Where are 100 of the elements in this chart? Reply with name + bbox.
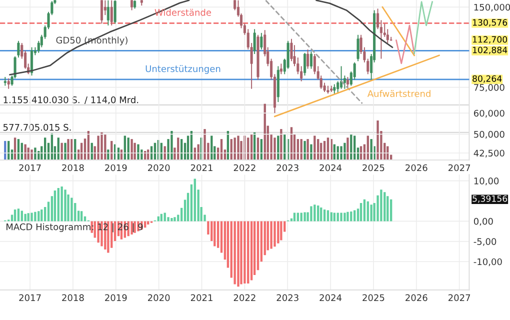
candlestick [336, 80, 340, 94]
x-tick-label: 2026 [406, 294, 428, 302]
x-tick-label: 2027 [448, 294, 470, 302]
bar [40, 209, 43, 222]
bar [24, 214, 26, 222]
bar [277, 221, 280, 244]
bar [70, 198, 73, 222]
bar [17, 208, 20, 222]
bar [310, 206, 312, 222]
bar [270, 221, 272, 249]
y-tick-label: 60,000 [474, 110, 504, 118]
candlestick [106, 0, 110, 26]
bar [164, 212, 166, 222]
x-tick-label: 2022 [234, 294, 256, 302]
bar [27, 213, 30, 222]
candlestick [310, 51, 312, 70]
x-tick-label: 2024 [320, 164, 342, 172]
x-tick-label: 2019 [105, 164, 127, 172]
bar [30, 212, 33, 222]
bar [336, 212, 339, 222]
candlestick [114, 0, 116, 24]
bar [350, 212, 352, 222]
x-tick-label: 2018 [62, 164, 84, 172]
bar [247, 221, 250, 284]
candlestick [7, 78, 10, 90]
y-tick-label: 42,500 [474, 150, 504, 158]
x-tick-label: 2023 [276, 294, 298, 302]
candlestick [306, 48, 310, 70]
x-tick-label: 2026 [406, 164, 428, 172]
candlestick [30, 46, 34, 76]
text: 5,39156 [472, 195, 508, 203]
bar [280, 221, 282, 240]
bar [340, 212, 342, 222]
x-tick-label: 2020 [148, 164, 170, 172]
bar [344, 212, 346, 222]
bar [296, 212, 299, 222]
bar [293, 212, 296, 222]
bar [244, 221, 246, 284]
x-tick-label: 2021 [190, 164, 212, 172]
candlestick [253, 28, 256, 54]
bar [317, 205, 320, 222]
bar [54, 190, 56, 222]
y2-tick-label: 577.705.015 S. [3, 124, 71, 131]
x-tick-label: 2027 [448, 164, 470, 172]
candlestick [290, 38, 293, 62]
x-tick-label: 2018 [62, 294, 84, 302]
x-tick-label: 2017 [19, 294, 41, 302]
bar [384, 192, 386, 222]
candlestick [333, 84, 336, 94]
x-tick-label: 2025 [362, 164, 384, 172]
text: 102,884 [472, 46, 508, 54]
bar [237, 221, 240, 287]
text: 130,576 [472, 19, 508, 27]
annotation: / 114,0 Mrd. [84, 96, 138, 104]
y-tick-label: -5,00 [474, 238, 496, 246]
bar [38, 211, 40, 222]
x-tick-label: 2025 [362, 294, 384, 302]
x-tick-label: 2022 [234, 164, 256, 172]
y-tick-label: 0,00 [474, 218, 493, 226]
bar [214, 221, 216, 246]
line-series [396, 24, 415, 64]
bar [14, 209, 16, 222]
bar [64, 190, 66, 222]
text: 112,700 [472, 36, 508, 44]
bar [147, 221, 150, 224]
bar [363, 199, 366, 222]
bar [20, 210, 23, 222]
bar [60, 186, 63, 222]
x-tick-label: 2020 [148, 294, 170, 302]
bar [390, 199, 392, 222]
bar [80, 211, 83, 222]
x-tick-label: 2024 [320, 294, 342, 302]
bar [300, 212, 302, 222]
bar [366, 201, 369, 222]
candlestick [260, 32, 263, 50]
series-label: Aufwärtstrend [367, 90, 430, 98]
y-tick-label: 75,000 [474, 84, 504, 92]
bar [234, 221, 236, 284]
bar [360, 203, 362, 222]
candlestick [130, 0, 134, 11]
bar [107, 221, 110, 253]
bar [304, 212, 306, 222]
bar [194, 178, 196, 222]
bar [144, 221, 146, 228]
y-tick-label: -10,00 [474, 258, 502, 266]
bar [34, 212, 36, 222]
candlestick [356, 34, 360, 62]
bar [333, 212, 336, 222]
x-tick-label: 2023 [276, 164, 298, 172]
bar [380, 190, 382, 222]
bar [320, 207, 322, 222]
bar [274, 221, 276, 247]
bar [386, 196, 389, 222]
x-tick-label: 2021 [190, 294, 212, 302]
bar [346, 212, 349, 222]
y-tick-label: 50,000 [474, 130, 504, 139]
bar [170, 218, 173, 222]
x-tick-label: 2017 [19, 164, 41, 172]
text: 80,264 [472, 75, 502, 83]
bar [174, 217, 176, 222]
